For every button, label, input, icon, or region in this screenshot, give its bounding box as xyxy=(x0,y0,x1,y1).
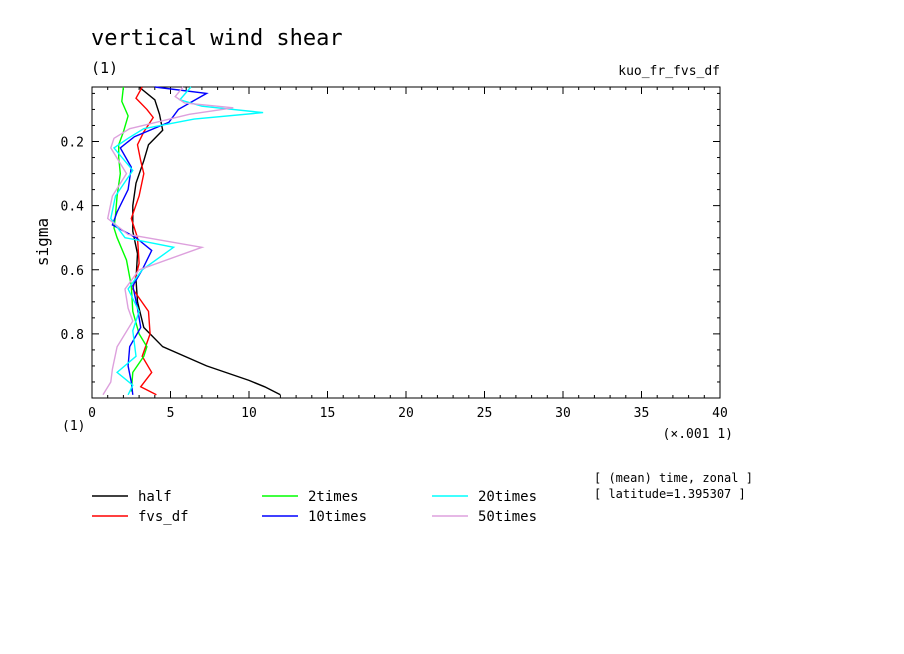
note-line-1: [ (mean) time, zonal ] xyxy=(594,471,753,485)
legend-label-2times: 2times xyxy=(308,489,359,505)
x-unit-right: (×.001 1) xyxy=(663,427,733,442)
x-tick-label: 0 xyxy=(88,406,96,421)
legend-label-20times: 20times xyxy=(478,489,537,505)
y-tick-label: 0.8 xyxy=(61,328,84,343)
legend-label-10times: 10times xyxy=(308,509,367,525)
x-tick-label: 40 xyxy=(712,406,728,421)
series-line-50times xyxy=(102,86,234,396)
y-tick-label: 0.2 xyxy=(61,136,84,151)
x-tick-label: 5 xyxy=(167,406,175,421)
x-tick-label: 35 xyxy=(634,406,650,421)
series-line-fvs_df xyxy=(130,86,157,396)
legend: half fvs_df 2times 10times 20times 50times xyxy=(92,489,537,525)
legend-label-fvs_df: fvs_df xyxy=(138,509,189,525)
plot-area: 0 5 10 15 20 25 30 35 40 0.2 0.4 0.6 0.8 xyxy=(61,86,728,421)
x-unit-left: (1) xyxy=(62,419,85,434)
x-tick-label: 10 xyxy=(241,406,257,421)
x-tick-label: 20 xyxy=(398,406,414,421)
x-tick-label: 15 xyxy=(320,406,336,421)
series-line-half xyxy=(132,86,281,396)
legend-label-50times: 50times xyxy=(478,509,537,525)
x-tick-label: 25 xyxy=(477,406,493,421)
chart-subtitle-left: (1) xyxy=(91,59,118,77)
chart-subtitle-right: kuo_fr_fvs_df xyxy=(618,64,720,79)
y-tick-label: 0.6 xyxy=(61,264,84,279)
legend-label-half: half xyxy=(138,489,172,505)
chart-title: vertical wind shear xyxy=(91,26,343,51)
series-line-20times xyxy=(110,86,264,396)
x-tick-label: 30 xyxy=(555,406,571,421)
plot-frame xyxy=(91,86,721,399)
note-line-2: [ latitude=1.395307 ] xyxy=(594,487,746,501)
y-axis-label: sigma xyxy=(33,218,52,266)
y-tick-label: 0.4 xyxy=(61,200,85,215)
